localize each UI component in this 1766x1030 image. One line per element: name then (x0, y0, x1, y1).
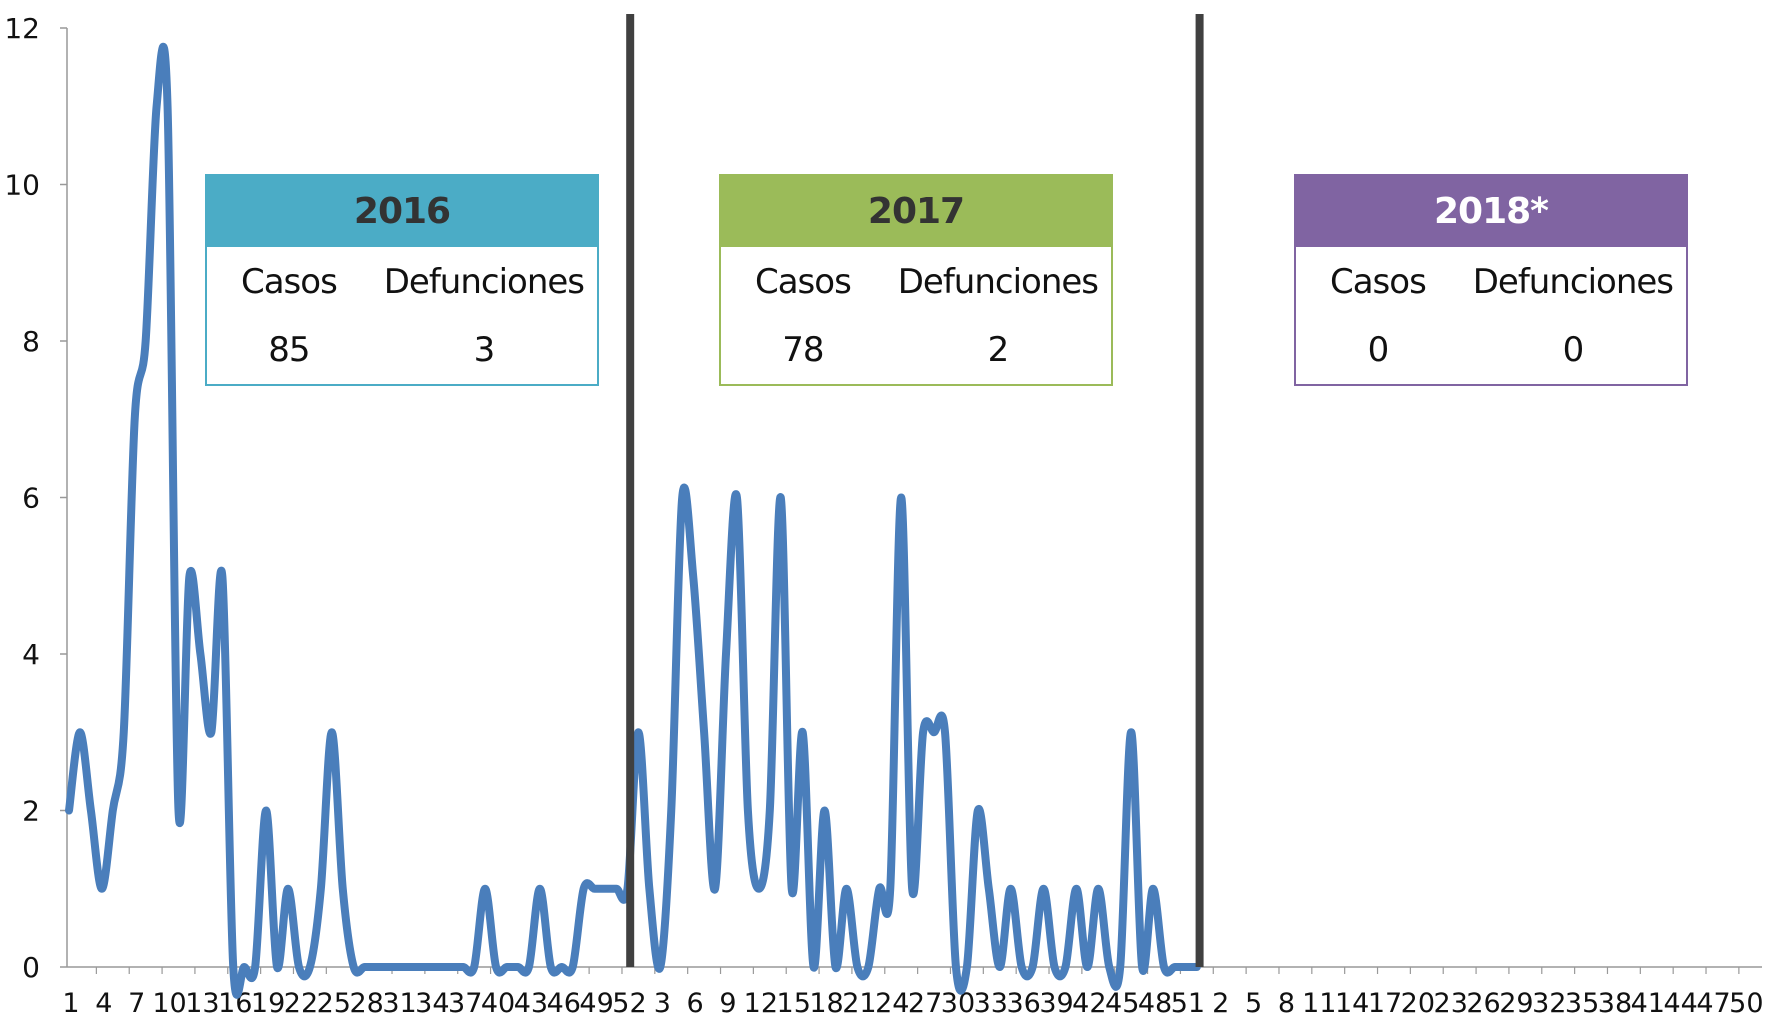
x-tick-label: 36 (1006, 988, 1040, 1019)
x-tick-label: 44 (1663, 988, 1697, 1019)
x-tick-label: 20 (1401, 988, 1435, 1019)
x-tick-label: 10 (152, 988, 186, 1019)
info-box-header: 2017 (721, 176, 1111, 247)
x-tick-label: 43 (514, 988, 548, 1019)
defunciones-label: Defunciones (897, 262, 1099, 302)
x-tick-label: 49 (579, 988, 613, 1019)
defunciones-value: 3 (473, 330, 496, 370)
x-tick-label: 48 (1138, 988, 1172, 1019)
x-tick-label: 8 (1278, 988, 1295, 1019)
info-box-2018: 2018* Casos Defunciones 0 0 (1294, 174, 1688, 386)
y-tick-label: 4 (22, 638, 40, 671)
x-tick-label: 31 (382, 988, 416, 1019)
x-tick-label: 19 (251, 988, 285, 1019)
casos-label: Casos (1329, 262, 1427, 302)
x-tick-label: 32 (1532, 988, 1566, 1019)
casos-label: Casos (754, 262, 852, 302)
x-tick-label: 50 (1729, 988, 1763, 1019)
x-tick-label: 21 (842, 988, 876, 1019)
x-tick-label: 41 (1631, 988, 1665, 1019)
x-tick-label: 9 (719, 988, 736, 1019)
x-tick-label: 52 (612, 988, 646, 1019)
info-box-2017: 2017 Casos Defunciones 78 2 (719, 174, 1113, 386)
x-tick-label: 42 (1072, 988, 1106, 1019)
casos-value: 78 (782, 330, 824, 370)
x-tick-label: 22 (284, 988, 318, 1019)
y-tick-label: 10 (4, 169, 40, 202)
x-tick-label: 6 (687, 988, 704, 1019)
x-tick-label: 15 (777, 988, 811, 1019)
defunciones-value: 2 (987, 330, 1010, 370)
casos-value: 0 (1367, 330, 1390, 370)
x-tick-label: 35 (1565, 988, 1599, 1019)
x-tick-label: 27 (908, 988, 942, 1019)
x-tick-label: 24 (875, 988, 909, 1019)
y-tick-label: 0 (22, 951, 40, 984)
x-tick-label: 40 (481, 988, 515, 1019)
x-tick-label: 17 (1368, 988, 1402, 1019)
info-box-header: 2018* (1296, 176, 1686, 247)
y-tick-label: 12 (4, 12, 40, 45)
x-tick-label: 25 (317, 988, 351, 1019)
info-box-header: 2016 (207, 176, 597, 247)
casos-value: 85 (268, 330, 310, 370)
x-tick-label: 5 (1245, 988, 1262, 1019)
y-tick-label: 6 (22, 482, 40, 515)
x-tick-label: 39 (1039, 988, 1073, 1019)
x-tick-label: 4 (95, 988, 112, 1019)
x-tick-label: 45 (1105, 988, 1139, 1019)
x-tick-label: 11 (1302, 988, 1336, 1019)
x-tick-label: 13 (185, 988, 219, 1019)
x-tick-label: 2 (1212, 988, 1229, 1019)
casos-label: Casos (240, 262, 338, 302)
x-tick-label: 7 (128, 988, 145, 1019)
x-tick-label: 29 (1499, 988, 1533, 1019)
x-tick-label: 34 (415, 988, 449, 1019)
info-box-2016: 2016 Casos Defunciones 85 3 (205, 174, 599, 386)
x-tick-label: 14 (1335, 988, 1369, 1019)
defunciones-label: Defunciones (383, 262, 585, 302)
x-tick-label: 46 (547, 988, 581, 1019)
x-tick-label: 51 (1171, 988, 1205, 1019)
x-tick-label: 28 (349, 988, 383, 1019)
x-tick-label: 26 (1466, 988, 1500, 1019)
defunciones-value: 0 (1562, 330, 1585, 370)
x-tick-label: 1 (62, 988, 79, 1019)
x-tick-label: 23 (1434, 988, 1468, 1019)
x-tick-label: 18 (809, 988, 843, 1019)
series-line (65, 42, 1201, 999)
x-tick-label: 37 (448, 988, 482, 1019)
x-tick-label: 33 (974, 988, 1008, 1019)
y-tick-label: 8 (22, 325, 40, 358)
x-tick-label: 47 (1696, 988, 1730, 1019)
defunciones-label: Defunciones (1472, 262, 1674, 302)
x-tick-label: 38 (1598, 988, 1632, 1019)
x-tick-label: 3 (654, 988, 671, 1019)
y-tick-label: 2 (22, 795, 40, 828)
x-tick-label: 12 (744, 988, 778, 1019)
